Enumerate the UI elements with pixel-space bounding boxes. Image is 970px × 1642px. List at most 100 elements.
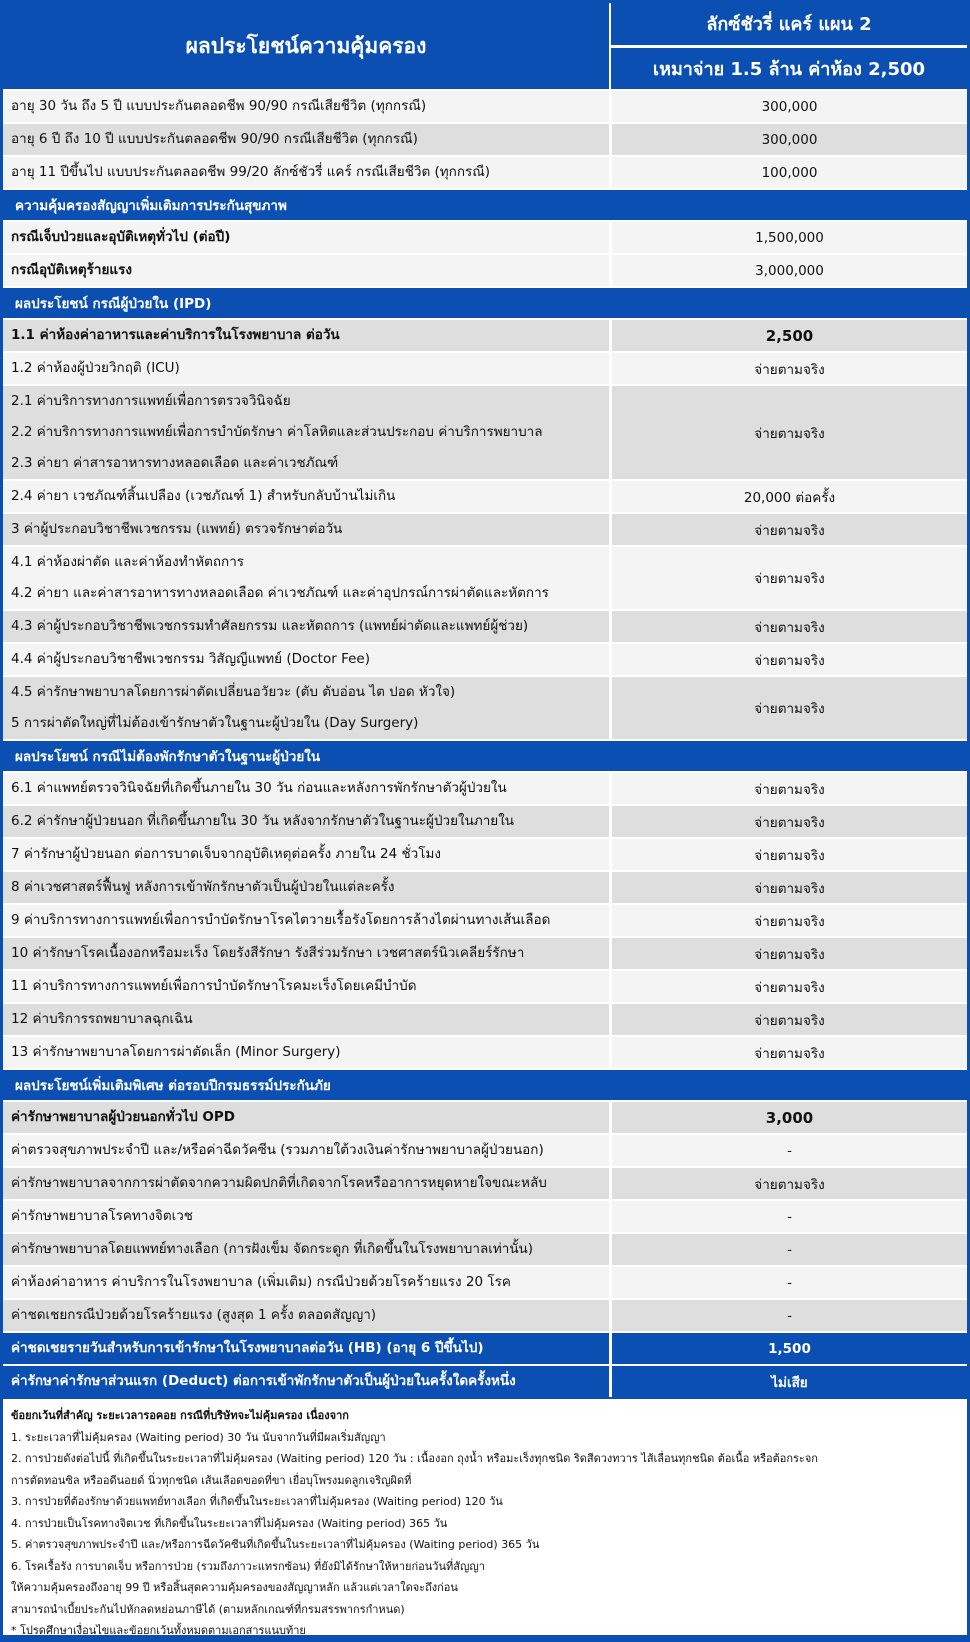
plan-detail: เหมาจ่าย 1.5 ล้าน ค่าห้อง 2,500 <box>652 58 926 80</box>
benefit-line: 4.3 ค่าผู้ประกอบวิชาชีพเวชกรรมทำศัลยกรรม… <box>11 618 529 634</box>
exclusions-title: ข้อยกเว้นที่สำคัญ ระยะเวลารอคอย กรณีที่บ… <box>11 1409 349 1422</box>
benefit-line: 2.2 ค่าบริการทางการแพทย์เพื่อการบำบัดรัก… <box>11 424 543 440</box>
benefit-value: จ่ายตามจริง <box>609 971 967 1002</box>
benefit-line: ค่าห้องค่าอาหาร ค่าบริการในโรงพยาบาล (เพ… <box>11 1274 511 1290</box>
benefit-line: กรณีอุบัติเหตุร้ายแรง <box>11 262 132 278</box>
table-row: 10 ค่ารักษาโรคเนื้องอกหรือมะเร็ง โดยรังส… <box>3 936 967 969</box>
benefit-value: จ่ายตามจริง <box>609 872 967 903</box>
benefit-label: กรณีอุบัติเหตุร้ายแรง <box>3 255 609 286</box>
benefit-line: 6.2 ค่ารักษาผู้ป่วยนอก ที่เกิดขึ้นภายใน … <box>11 813 515 829</box>
benefit-value: - <box>609 1234 967 1265</box>
table-row: 2.4 ค่ายา เวชภัณฑ์สิ้นเปลือง (เวชภัณฑ์ 1… <box>3 479 967 512</box>
table-row: ค่ารักษาพยาบาลโดยแพทย์ทางเลือก (การฝังเข… <box>3 1232 967 1265</box>
benefit-line: 4.4 ค่าผู้ประกอบวิชาชีพเวชกรรม วิสัญญีแพ… <box>11 651 370 667</box>
benefit-line: 8 ค่าเวชศาสตร์ฟื้นฟู หลังการเข้าพักรักษา… <box>11 879 395 895</box>
plan-header: ลักซ์ชัวรี่ แคร์ แผน 2 เหมาจ่าย 1.5 ล้าน… <box>609 3 967 89</box>
exclusion-line: 4. การป่วยเป็นโรคทางจิตเวช ที่เกิดขึ้นใน… <box>11 1516 448 1530</box>
benefit-line: อายุ 30 วัน ถึง 5 ปี แบบประกันตลอดชีพ 90… <box>11 98 427 114</box>
benefit-value: จ่ายตามจริง <box>609 905 967 936</box>
benefit-value: จ่ายตามจริง <box>609 644 967 675</box>
benefit-value: 300,000 <box>609 91 967 122</box>
benefit-value: จ่ายตามจริง <box>609 1004 967 1035</box>
benefit-label: 4.3 ค่าผู้ประกอบวิชาชีพเวชกรรมทำศัลยกรรม… <box>3 611 609 642</box>
table-row: ค่ารักษาพยาบาลจากการผ่าตัดจากความผิดปกติ… <box>3 1166 967 1199</box>
benefit-line: ค่ารักษาพยาบาลจากการผ่าตัดจากความผิดปกติ… <box>11 1175 547 1191</box>
benefit-line: 4.5 ค่ารักษาพยาบาลโดยการผ่าตัดเปลี่ยนอวั… <box>11 684 456 700</box>
benefit-label: 2.1 ค่าบริการทางการแพทย์เพื่อการตรวจวินิ… <box>3 386 609 479</box>
exclusions-footer: ข้อยกเว้นที่สำคัญ ระยะเวลารอคอย กรณีที่บ… <box>3 1399 967 1637</box>
table-row: 4.5 ค่ารักษาพยาบาลโดยการผ่าตัดเปลี่ยนอวั… <box>3 675 967 739</box>
table-body: อายุ 30 วัน ถึง 5 ปี แบบประกันตลอดชีพ 90… <box>3 89 967 1397</box>
table-row: ค่าชดเชยกรณีป่วยด้วยโรคร้ายแรง (สูงสุด 1… <box>3 1298 967 1331</box>
benefit-value: 1,500 <box>609 1333 967 1364</box>
table-row: ค่าห้องค่าอาหาร ค่าบริการในโรงพยาบาล (เพ… <box>3 1265 967 1298</box>
section-header: ความคุ้มครองสัญญาเพิ่มเติมการประกันสุขภา… <box>3 188 967 220</box>
benefit-line: อายุ 6 ปี ถึง 10 ปี แบบประกันตลอดชีพ 90/… <box>11 131 418 147</box>
benefit-line: 6.1 ค่าแพทย์ตรวจวินิจฉัยที่เกิดขึ้นภายใน… <box>11 780 507 796</box>
benefit-value: จ่ายตามจริง <box>609 611 967 642</box>
benefit-value: - <box>609 1267 967 1298</box>
benefit-line: ค่ารักษาค่ารักษาส่วนแรก (Deduct) ต่อการเ… <box>11 1373 516 1389</box>
benefit-label: อายุ 30 วัน ถึง 5 ปี แบบประกันตลอดชีพ 90… <box>3 91 609 122</box>
benefit-line: ค่ารักษาพยาบาลผู้ป่วยนอกทั่วไป OPD <box>11 1109 235 1125</box>
benefits-table: ผลประโยชน์ความคุ้มครอง ลักซ์ชัวรี่ แคร์ … <box>3 3 967 1637</box>
exclusion-line: การตัดทอนซิล หรืออดีนอยด์ นิ่วทุกชนิด เส… <box>11 1473 412 1487</box>
benefit-line: 12 ค่าบริการรถพยาบาลฉุกเฉิน <box>11 1011 193 1027</box>
benefit-label: 4.4 ค่าผู้ประกอบวิชาชีพเวชกรรม วิสัญญีแพ… <box>3 644 609 675</box>
table-row: 9 ค่าบริการทางการแพทย์เพื่อการบำบัดรักษา… <box>3 903 967 936</box>
benefit-value: จ่ายตามจริง <box>609 353 967 384</box>
benefit-line: ค่าชดเชยรายวันสำหรับการเข้ารักษาในโรงพยา… <box>11 1340 484 1356</box>
benefit-line: ค่าชดเชยกรณีป่วยด้วยโรคร้ายแรง (สูงสุด 1… <box>11 1307 377 1323</box>
table-row: 8 ค่าเวชศาสตร์ฟื้นฟู หลังการเข้าพักรักษา… <box>3 870 967 903</box>
table-header: ผลประโยชน์ความคุ้มครอง ลักซ์ชัวรี่ แคร์ … <box>3 3 967 89</box>
benefit-line: 9 ค่าบริการทางการแพทย์เพื่อการบำบัดรักษา… <box>11 912 551 928</box>
table-row: 3 ค่าผู้ประกอบวิชาชีพเวชกรรม (แพทย์) ตรว… <box>3 512 967 545</box>
benefit-line: 7 ค่ารักษาผู้ป่วยนอก ต่อการบาดเจ็บจากอุบ… <box>11 846 441 862</box>
benefit-value: จ่ายตามจริง <box>609 1168 967 1199</box>
benefit-value: 2,500 <box>609 320 967 351</box>
benefit-label: 6.1 ค่าแพทย์ตรวจวินิจฉัยที่เกิดขึ้นภายใน… <box>3 773 609 804</box>
exclusion-line: 6. โรคเรื้อรัง การบาดเจ็บ หรือการป่วย (ร… <box>11 1559 485 1573</box>
table-row: 6.2 ค่ารักษาผู้ป่วยนอก ที่เกิดขึ้นภายใน … <box>3 804 967 837</box>
table-row: 1.2 ค่าห้องผู้ป่วยวิกฤติ (ICU) จ่ายตามจริ… <box>3 351 967 384</box>
exclusion-line: * โปรดศึกษาเงื่อนไขและข้อยกเว้นทั้งหมดตา… <box>11 1624 306 1637</box>
table-row: อายุ 30 วัน ถึง 5 ปี แบบประกันตลอดชีพ 90… <box>3 89 967 122</box>
benefit-value: จ่ายตามจริง <box>609 773 967 804</box>
benefit-label: 8 ค่าเวชศาสตร์ฟื้นฟู หลังการเข้าพักรักษา… <box>3 872 609 903</box>
benefit-label: ค่ารักษาพยาบาลผู้ป่วยนอกทั่วไป OPD <box>3 1102 609 1133</box>
table-row: ค่ารักษาค่ารักษาส่วนแรก (Deduct) ต่อการเ… <box>3 1364 967 1397</box>
benefit-value: จ่ายตามจริง <box>609 514 967 545</box>
benefit-label: 10 ค่ารักษาโรคเนื้องอกหรือมะเร็ง โดยรังส… <box>3 938 609 969</box>
section-header: ผลประโยชน์ กรณีไม่ต้องพักรักษาตัวในฐานะผ… <box>3 739 967 771</box>
benefit-label: ค่ารักษาพยาบาลโรคทางจิตเวช <box>3 1201 609 1232</box>
benefit-label: 7 ค่ารักษาผู้ป่วยนอก ต่อการบาดเจ็บจากอุบ… <box>3 839 609 870</box>
benefit-line: อายุ 11 ปีขึ้นไป แบบประกันตลอดชีพ 99/20 … <box>11 164 491 180</box>
benefit-value: - <box>609 1201 967 1232</box>
benefit-line: ค่าตรวจสุขภาพประจำปี และ/หรือค่าฉีดวัคซี… <box>11 1142 544 1158</box>
benefit-line: 5 การผ่าตัดใหญ่ที่ไม่ต้องเข้ารักษาตัวในฐ… <box>11 715 419 731</box>
table-row: กรณีอุบัติเหตุร้ายแรง 3,000,000 <box>3 253 967 286</box>
benefit-line: ค่ารักษาพยาบาลโดยแพทย์ทางเลือก (การฝังเข… <box>11 1241 534 1257</box>
benefit-label: 4.1 ค่าห้องผ่าตัด และค่าห้องทำหัตถการ 4.2… <box>3 547 609 609</box>
benefit-line: 2.3 ค่ายา ค่าสารอาหารทางหลอดเลือด และค่า… <box>11 455 339 471</box>
table-row: กรณีเจ็บป่วยและอุบัติเหตุทั่วไป (ต่อปี) 1… <box>3 220 967 253</box>
exclusion-line: ให้ความคุ้มครองถึงอายุ 99 ปี หรือสิ้นสุด… <box>11 1581 458 1594</box>
benefit-line: 3 ค่าผู้ประกอบวิชาชีพเวชกรรม (แพทย์) ตรว… <box>11 521 343 537</box>
benefit-label: 6.2 ค่ารักษาผู้ป่วยนอก ที่เกิดขึ้นภายใน … <box>3 806 609 837</box>
benefit-value: จ่ายตามจริง <box>609 386 967 479</box>
section-header: ผลประโยชน์เพิ่มเติมพิเศษ ต่อรอบปีกรมธรรม… <box>3 1068 967 1100</box>
benefit-value: 20,000 ต่อครั้ง <box>609 481 967 512</box>
benefit-value: จ่ายตามจริง <box>609 1037 967 1068</box>
benefit-value: 1,500,000 <box>609 222 967 253</box>
table-row: ค่ารักษาพยาบาลผู้ป่วยนอกทั่วไป OPD 3,000 <box>3 1100 967 1133</box>
plan-name: ลักซ์ชัวรี่ แคร์ แผน 2 <box>611 3 967 48</box>
benefit-label: ค่ารักษาพยาบาลจากการผ่าตัดจากความผิดปกติ… <box>3 1168 609 1199</box>
table-row: 6.1 ค่าแพทย์ตรวจวินิจฉัยที่เกิดขึ้นภายใน… <box>3 771 967 804</box>
benefit-value: 100,000 <box>609 157 967 188</box>
benefit-value: จ่ายตามจริง <box>609 806 967 837</box>
table-row: 2.1 ค่าบริการทางการแพทย์เพื่อการตรวจวินิ… <box>3 384 967 479</box>
exclusion-line: 3. การป่วยที่ต้องรักษาด้วยแพทย์ทางเลือก … <box>11 1495 503 1508</box>
table-row: 11 ค่าบริการทางการแพทย์เพื่อการบำบัดรักษ… <box>3 969 967 1002</box>
benefit-label: อายุ 6 ปี ถึง 10 ปี แบบประกันตลอดชีพ 90/… <box>3 124 609 155</box>
table-row: 12 ค่าบริการรถพยาบาลฉุกเฉิน จ่ายตามจริง <box>3 1002 967 1035</box>
